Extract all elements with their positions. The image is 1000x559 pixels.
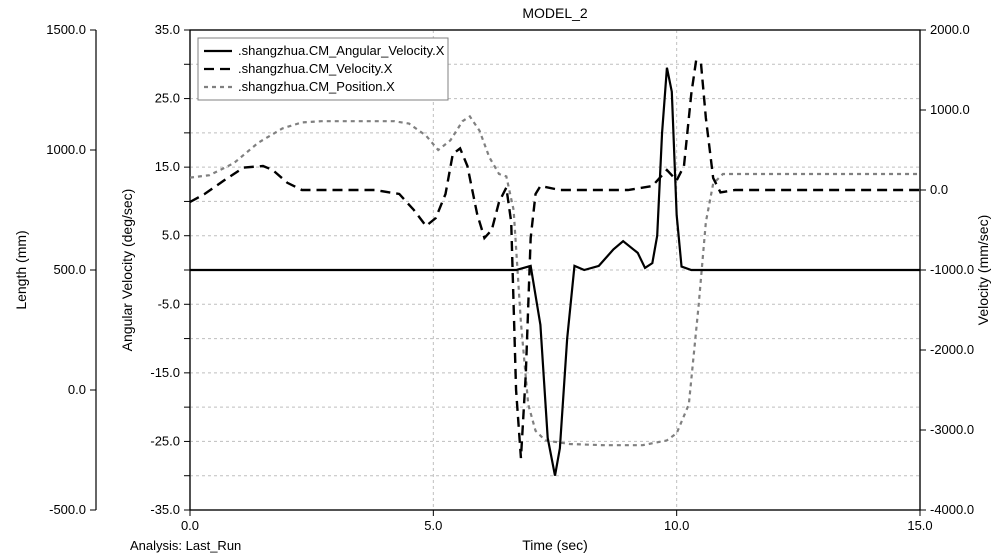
left-inner-tick-label: -15.0	[150, 365, 180, 380]
left-inner-tick-label: 15.0	[155, 159, 180, 174]
x-axis-label: Time (sec)	[522, 537, 588, 553]
left-outer-tick-label: -500.0	[49, 502, 86, 517]
left-outer-tick-label: 1000.0	[46, 142, 86, 157]
right-tick-label: 1000.0	[930, 102, 970, 117]
x-tick-label: 15.0	[907, 518, 932, 533]
legend-label: .shangzhua.CM_Angular_Velocity.X	[238, 43, 445, 58]
left-inner-axis-label: Angular Velocity (deg/sec)	[119, 189, 135, 352]
right-tick-label: -2000.0	[930, 342, 974, 357]
left-inner-tick-label: 35.0	[155, 22, 180, 37]
left-outer-axis-label: Length (mm)	[13, 230, 29, 309]
chart-title: MODEL_2	[522, 5, 588, 21]
left-outer-tick-label: 1500.0	[46, 22, 86, 37]
left-outer-tick-label: 0.0	[68, 382, 86, 397]
right-tick-label: -4000.0	[930, 502, 974, 517]
left-inner-tick-label: -25.0	[150, 433, 180, 448]
left-inner-tick-label: 5.0	[162, 228, 180, 243]
legend-label: .shangzhua.CM_Velocity.X	[238, 61, 393, 76]
left-outer-tick-label: 500.0	[53, 262, 86, 277]
chart-container: 0.0 5.0 10.0 15.0 Time (sec) Analysis: Last_R…	[0, 0, 1000, 559]
x-tick-label: 0.0	[181, 518, 199, 533]
right-tick-label: 0.0	[930, 182, 948, 197]
left-inner-tick-label: 25.0	[155, 91, 180, 106]
right-tick-label: 2000.0	[930, 22, 970, 37]
chart-svg: 0.0 5.0 10.0 15.0 Time (sec) Analysis: Last_R…	[0, 0, 1000, 559]
x-tick-label: 10.0	[664, 518, 689, 533]
right-tick-label: -1000.0	[930, 262, 974, 277]
footer-analysis: Analysis: Last_Run	[130, 538, 241, 553]
left-inner-tick-label: -5.0	[158, 296, 180, 311]
legend-label: .shangzhua.CM_Position.X	[238, 79, 395, 94]
x-tick-label: 5.0	[424, 518, 442, 533]
right-tick-label: -3000.0	[930, 422, 974, 437]
right-axis-label: Velocity (mm/sec)	[975, 215, 991, 325]
left-inner-tick-label: -35.0	[150, 502, 180, 517]
